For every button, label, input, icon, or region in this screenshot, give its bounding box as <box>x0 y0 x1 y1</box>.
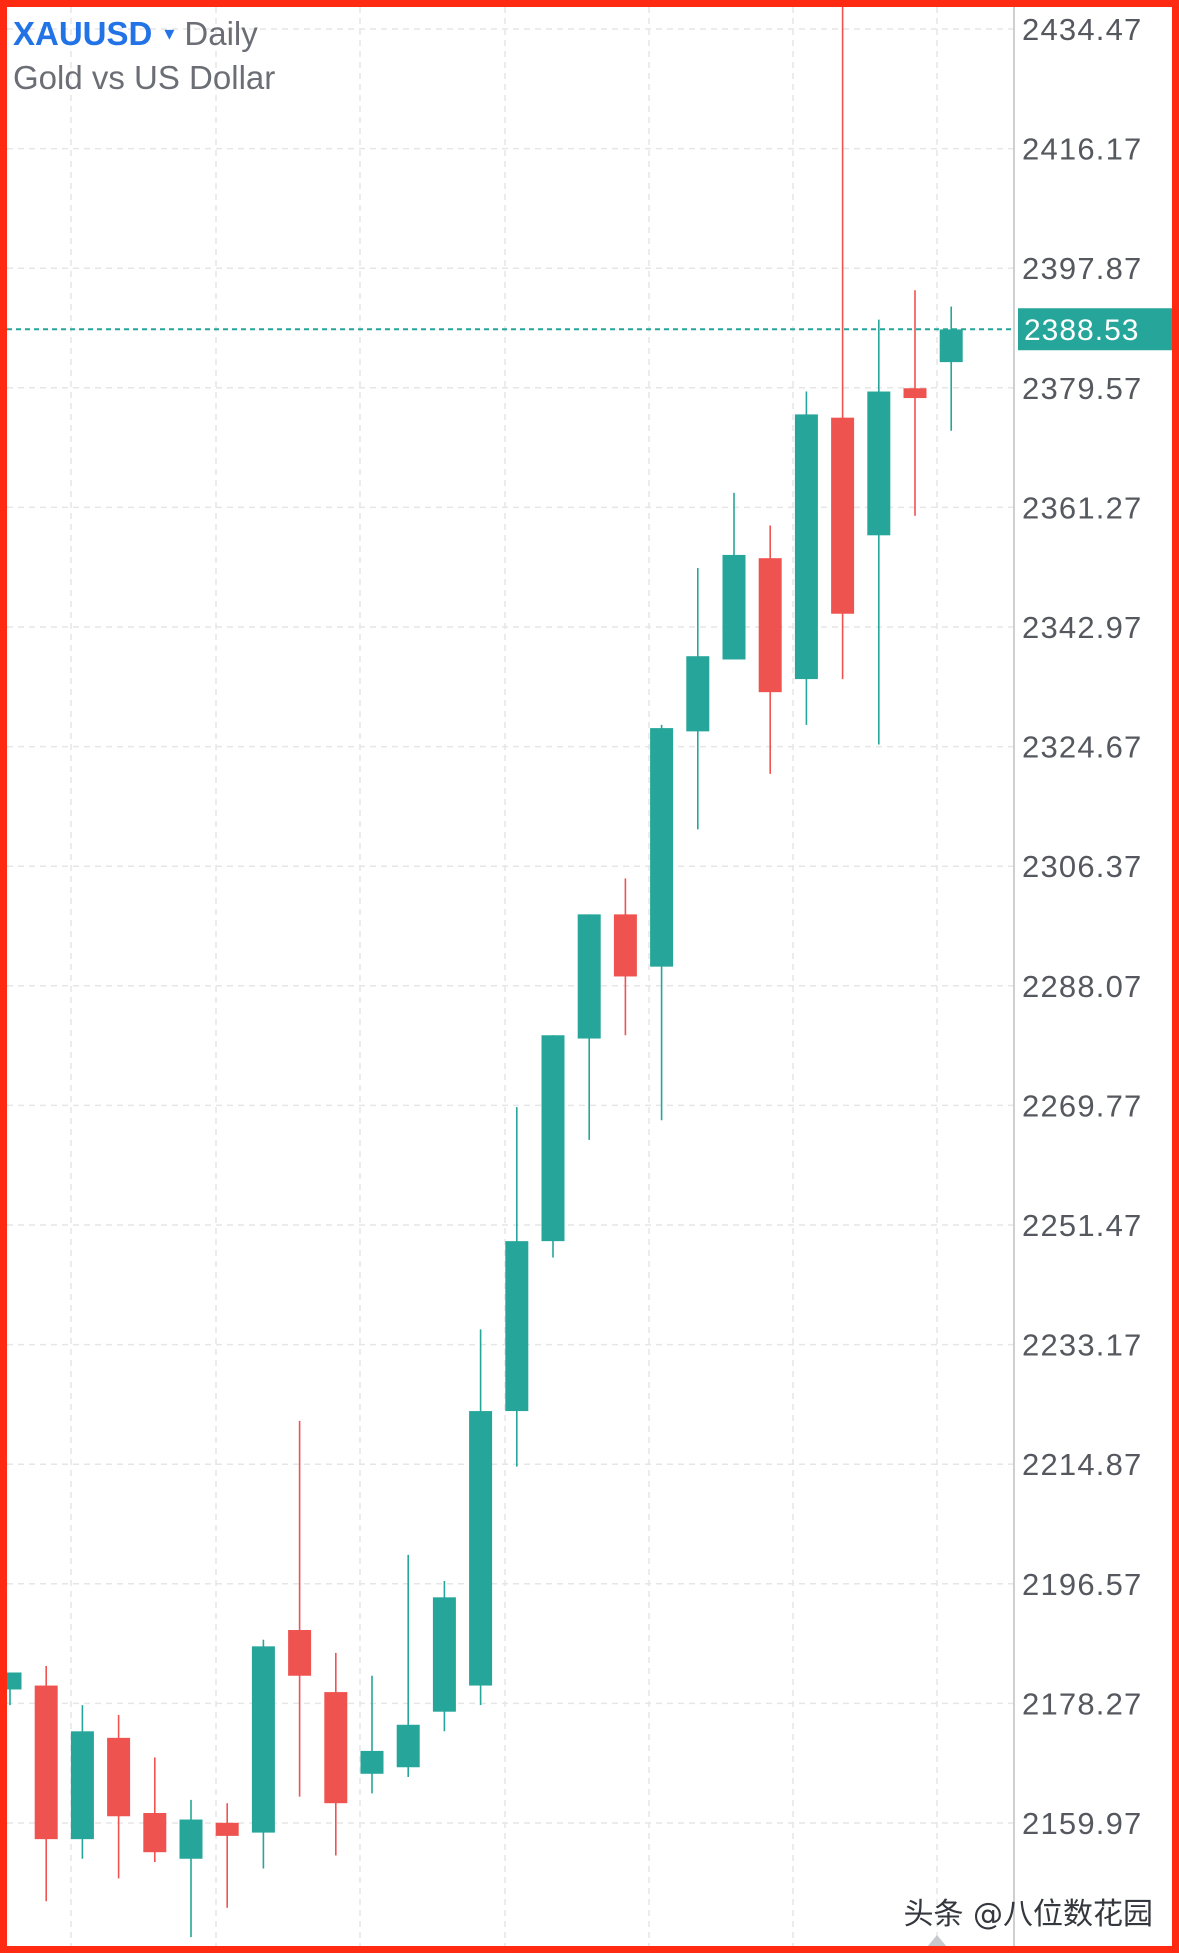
candle-body <box>215 1822 239 1836</box>
candle <box>650 724 674 1121</box>
price-tick-label: 2416.17 <box>1022 132 1142 167</box>
candle <box>469 1329 493 1706</box>
candle <box>831 0 855 680</box>
candle-body <box>831 417 855 614</box>
candle-body <box>758 558 782 693</box>
candle <box>70 1705 94 1859</box>
price-tick-label: 2196.57 <box>1022 1567 1142 1602</box>
candle-body <box>541 1035 565 1242</box>
candle <box>794 391 818 725</box>
watermark: 头条 @八位数花园 <box>903 1897 1153 1932</box>
symbol-label[interactable]: XAUUSD <box>13 15 153 52</box>
candle <box>903 290 927 516</box>
candle <box>251 1639 275 1869</box>
candle <box>34 1665 58 1902</box>
price-tick-label: 2214.87 <box>1022 1447 1142 1482</box>
price-tick-label: 2269.77 <box>1022 1088 1142 1123</box>
price-axis[interactable]: 2434.47 2416.17 2397.87 2379.57 2361.27 2342.… <box>1022 12 1142 1841</box>
candle-body <box>179 1819 203 1859</box>
candle-body <box>396 1724 420 1768</box>
candle-body <box>70 1731 94 1840</box>
candle <box>758 525 782 774</box>
candle <box>324 1652 348 1856</box>
candle-body <box>469 1411 493 1686</box>
candle <box>613 878 637 1036</box>
candle-body <box>505 1241 529 1412</box>
price-tick-label: 2306.37 <box>1022 849 1142 884</box>
candle-body <box>324 1692 348 1804</box>
candle-body <box>686 656 710 732</box>
price-tick-label: 2397.87 <box>1022 251 1142 286</box>
candle <box>396 1554 420 1778</box>
price-tick-label: 2159.97 <box>1022 1806 1142 1841</box>
candle-body <box>650 728 674 967</box>
price-tick-label: 2288.07 <box>1022 969 1142 1004</box>
symbol-row[interactable]: XAUUSD ▾ Daily <box>13 12 275 56</box>
candle-body <box>143 1813 167 1853</box>
candle <box>939 306 963 431</box>
price-tick-label: 2178.27 <box>1022 1686 1142 1721</box>
candle <box>867 319 891 745</box>
interval-label[interactable]: Daily <box>184 15 258 52</box>
candle-body <box>360 1750 384 1774</box>
price-tick-label: 2379.57 <box>1022 371 1142 406</box>
candle-body <box>613 914 637 977</box>
candle <box>577 914 601 1140</box>
candle-body <box>107 1737 131 1817</box>
candles <box>0 0 963 1938</box>
price-tick-label: 2324.67 <box>1022 730 1142 765</box>
candle <box>107 1714 131 1879</box>
candle <box>505 1107 529 1467</box>
candle-body <box>903 388 927 399</box>
candle <box>179 1799 203 1938</box>
candle <box>722 492 746 660</box>
candle-body <box>939 329 963 363</box>
last-price-label-box <box>1018 308 1172 351</box>
candle-body <box>288 1630 312 1676</box>
last-price-label: 2388.53 <box>1024 314 1139 347</box>
candle <box>432 1580 456 1732</box>
chevron-down-icon[interactable]: ▾ <box>164 23 175 45</box>
candle-body <box>794 414 818 680</box>
candle-body <box>722 554 746 660</box>
candle-body <box>867 391 891 536</box>
candle <box>288 1420 312 1797</box>
price-tick-label: 2342.97 <box>1022 610 1142 645</box>
candle <box>686 567 710 830</box>
candle <box>215 1803 239 1908</box>
price-tick-label: 2434.47 <box>1022 12 1142 47</box>
candle-body <box>577 914 601 1039</box>
candle-body <box>251 1646 275 1833</box>
price-tick-label: 2251.47 <box>1022 1208 1142 1243</box>
candle <box>143 1757 167 1863</box>
candle <box>541 1035 565 1258</box>
candle-body <box>34 1685 58 1840</box>
price-tick-label: 2361.27 <box>1022 490 1142 525</box>
instrument-description: Gold vs US Dollar <box>13 59 276 96</box>
candle-body <box>432 1597 456 1712</box>
chart-header: XAUUSD ▾ Daily Gold vs US Dollar <box>13 12 275 100</box>
time-axis-caret-icon[interactable] <box>927 1935 947 1947</box>
candle <box>360 1675 384 1794</box>
price-tick-label: 2233.17 <box>1022 1328 1142 1363</box>
